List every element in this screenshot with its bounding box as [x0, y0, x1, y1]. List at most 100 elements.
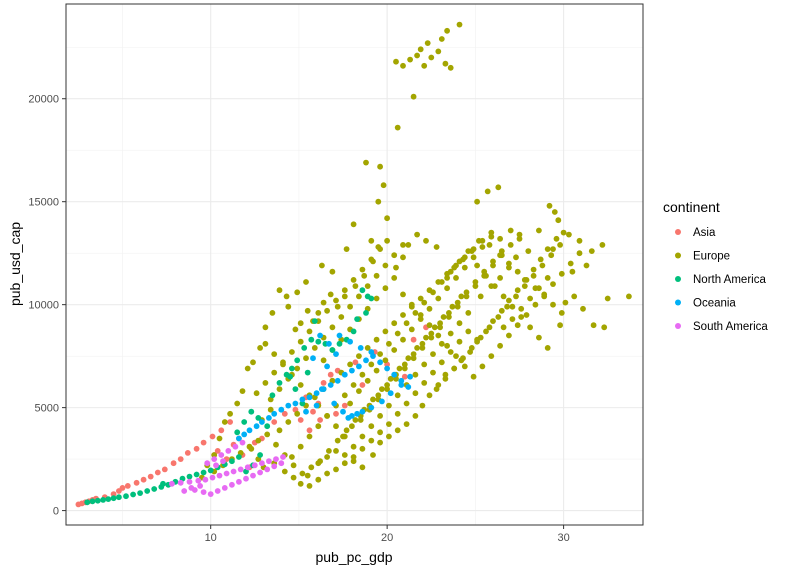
- point-south-america: [220, 458, 226, 465]
- legend-label-south-america: South America: [693, 321, 768, 333]
- point-europe: [488, 233, 495, 240]
- point-europe: [391, 275, 398, 281]
- point-europe: [373, 295, 380, 302]
- point-south-america: [271, 463, 278, 470]
- point-oceania: [310, 355, 316, 362]
- point-europe: [394, 124, 401, 131]
- point-europe: [269, 310, 276, 316]
- point-europe: [444, 285, 450, 292]
- point-europe: [308, 464, 315, 471]
- point-europe: [453, 275, 459, 281]
- point-europe: [405, 242, 412, 248]
- point-south-america: [278, 460, 285, 467]
- point-oceania: [359, 408, 366, 415]
- y-tick-label: 10000: [28, 300, 59, 312]
- point-south-america: [225, 448, 232, 454]
- point-europe: [557, 242, 563, 248]
- point-europe: [412, 371, 419, 378]
- point-europe: [333, 466, 339, 473]
- point-europe: [393, 58, 399, 65]
- point-europe: [306, 433, 313, 440]
- point-europe: [290, 462, 297, 469]
- point-europe: [560, 229, 567, 236]
- point-europe: [364, 345, 371, 351]
- legend-key-asia: [675, 229, 681, 235]
- point-europe: [514, 268, 521, 275]
- point-europe: [216, 435, 223, 442]
- point-oceania: [317, 332, 323, 339]
- point-europe: [470, 254, 477, 261]
- point-south-america: [266, 458, 272, 465]
- point-south-america: [273, 456, 279, 462]
- point-south-america: [236, 478, 242, 485]
- point-europe: [375, 392, 382, 399]
- point-europe: [474, 262, 480, 269]
- legend-title: continent: [663, 199, 720, 215]
- point-europe: [320, 357, 327, 364]
- point-europe: [454, 299, 461, 306]
- point-europe: [400, 336, 406, 343]
- point-europe: [426, 322, 433, 329]
- point-europe: [391, 320, 398, 327]
- point-south-america: [243, 475, 249, 482]
- point-europe: [488, 229, 495, 236]
- point-asia: [209, 433, 216, 440]
- point-europe: [465, 248, 472, 255]
- point-europe: [567, 260, 574, 267]
- point-europe: [347, 400, 353, 407]
- point-europe: [359, 445, 366, 452]
- point-europe: [509, 316, 516, 322]
- point-asia: [227, 419, 234, 425]
- point-europe: [451, 365, 458, 372]
- point-south-america: [213, 462, 219, 469]
- point-europe: [357, 417, 364, 423]
- point-europe: [315, 310, 322, 316]
- point-europe: [461, 254, 468, 261]
- point-europe: [513, 293, 519, 300]
- point-north-america: [287, 373, 293, 380]
- y-tick-label: 20000: [28, 94, 59, 106]
- point-europe: [382, 357, 389, 364]
- point-europe: [525, 248, 532, 255]
- point-europe: [490, 318, 496, 324]
- point-europe: [340, 433, 346, 440]
- point-europe: [438, 36, 445, 42]
- point-oceania: [387, 390, 394, 397]
- point-south-america: [257, 469, 263, 476]
- point-europe: [442, 60, 449, 67]
- point-europe: [382, 262, 389, 269]
- point-europe: [334, 437, 341, 444]
- point-europe: [227, 410, 234, 417]
- point-north-america: [234, 429, 241, 436]
- point-oceania: [278, 406, 285, 413]
- point-europe: [454, 303, 461, 310]
- point-europe: [497, 235, 503, 242]
- point-europe: [271, 369, 278, 376]
- point-south-america: [195, 477, 202, 484]
- point-europe: [414, 345, 420, 351]
- point-europe: [299, 470, 306, 477]
- point-south-america: [251, 462, 258, 469]
- point-europe: [444, 342, 450, 349]
- point-europe: [479, 237, 486, 244]
- point-europe: [280, 359, 286, 366]
- point-south-america: [169, 480, 175, 487]
- point-oceania: [331, 400, 338, 407]
- point-europe: [532, 301, 539, 308]
- point-europe: [419, 345, 426, 351]
- point-europe: [481, 272, 488, 279]
- point-europe: [537, 256, 544, 263]
- point-europe: [341, 452, 348, 458]
- point-europe: [368, 256, 375, 263]
- point-asia: [218, 427, 225, 434]
- point-south-america: [250, 472, 256, 479]
- point-europe: [359, 266, 366, 273]
- point-europe: [421, 299, 428, 306]
- point-north-america: [207, 467, 214, 474]
- point-europe: [368, 423, 375, 430]
- point-europe: [428, 330, 435, 337]
- point-oceania: [407, 373, 413, 380]
- point-oceania: [347, 338, 353, 345]
- point-europe: [386, 433, 392, 440]
- point-europe: [377, 163, 383, 170]
